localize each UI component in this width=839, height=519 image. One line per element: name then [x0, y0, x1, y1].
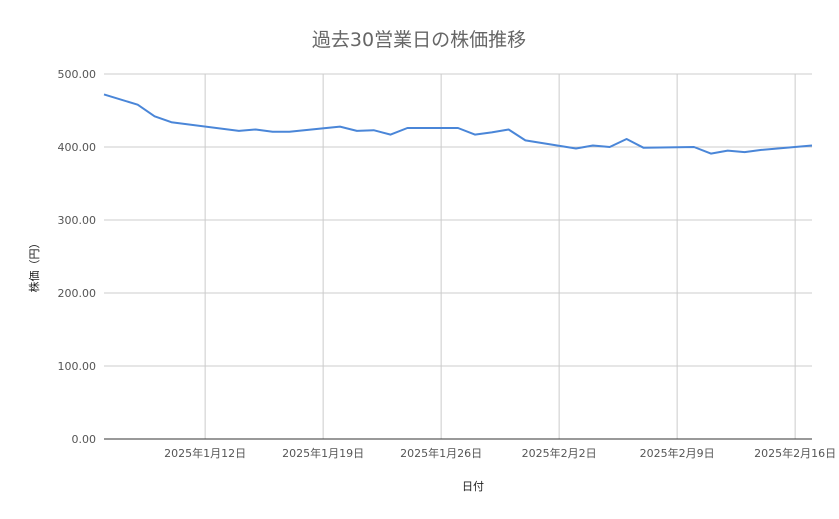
- x-axis-ticks: 2025年1月12日 2025年1月19日 2025年1月26日 2025年2月2日 2…: [164, 446, 836, 460]
- x-tick-label: 2025年1月26日: [400, 446, 482, 460]
- y-tick-label: 0.00: [72, 433, 97, 446]
- x-tick-label: 2025年2月9日: [640, 446, 715, 460]
- y-tick-label: 400.00: [58, 141, 97, 154]
- x-tick-label: 2025年1月12日: [164, 446, 246, 460]
- y-tick-label: 500.00: [58, 68, 97, 81]
- y-tick-label: 100.00: [58, 360, 97, 373]
- grid-lines: [104, 73, 812, 440]
- y-axis-title: 株価（円）: [27, 238, 41, 293]
- series-layer: [103, 93, 813, 155]
- y-tick-label: 200.00: [58, 287, 97, 300]
- chart-title: 過去30営業日の株価推移: [312, 29, 526, 51]
- x-tick-label: 2025年2月2日: [522, 446, 597, 460]
- x-tick-label: 2025年1月19日: [282, 446, 364, 460]
- y-axis-ticks: 0.00 100.00 200.00 300.00 400.00 500.00: [58, 68, 97, 446]
- x-tick-label: 2025年2月16日: [754, 446, 836, 460]
- y-tick-label: 300.00: [58, 214, 97, 227]
- series-line: [103, 93, 813, 155]
- x-axis-title: 日付: [462, 480, 484, 493]
